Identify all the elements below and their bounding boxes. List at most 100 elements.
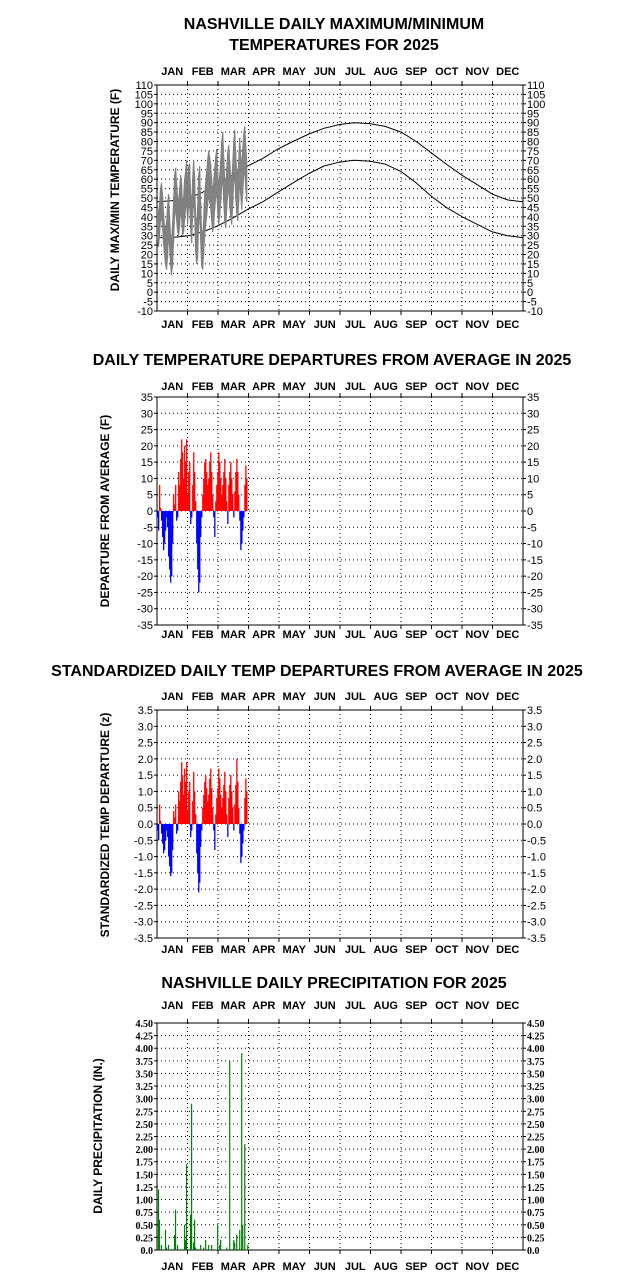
y-tick-label-left: -20 [137,571,153,583]
departure-bar [236,458,238,511]
y-tick-label-left: 95 [141,108,153,120]
departure-bar [183,478,185,511]
departure-bar [212,807,214,824]
departure-bar [170,511,172,583]
y-tick-label-right: 2.5 [527,738,542,750]
departure-bar [225,478,227,511]
departure-bar [227,511,229,525]
month-label-bottom: JAN [161,1261,183,1273]
departure-bar [235,784,237,824]
departure-bar [235,471,237,511]
y-tick-label-right: -25 [527,587,543,599]
y-tick-label-left: 3.5 [138,705,153,717]
departure-bar [175,804,177,824]
y-tick-label-right: 25 [527,425,539,437]
month-label-top: NOV [465,1000,490,1012]
departure-bar [236,758,238,824]
departure-bar [225,791,227,824]
y-tick-label-right: 100 [527,99,545,111]
y-tick-label-left: 45 [141,202,153,214]
month-label-top: SEP [405,691,427,703]
departure-bar [227,824,229,838]
departure-bar [215,501,217,511]
y-tick-label-right: -35 [527,620,543,632]
y-tick-label-left: -2.5 [134,900,153,912]
chart2-y-axis-label: DEPARTURE FROM AVERAGE (F) [98,415,112,607]
departure-bar [164,511,166,544]
departure-bar [200,824,202,847]
departure-bar [207,484,209,511]
y-tick-label-left: 4.00 [136,1044,154,1055]
y-tick-label-right: -30 [527,604,543,616]
month-label-bottom: JUL [345,629,366,641]
departure-bar [228,484,230,511]
departure-bar [188,471,190,511]
month-label-top: MAY [283,66,307,78]
y-tick-label-left: -5 [143,297,153,309]
departure-bar [187,494,189,511]
departure-bar [197,511,199,570]
y-tick-label-left: 0.5 [138,803,153,815]
y-tick-label-right: 65 [527,165,539,177]
month-label-bottom: DEC [496,944,519,956]
y-tick-label-right: 5 [527,490,533,502]
chart1-title-line1: NASHVILLE DAILY MAXIMUM/MINIMUM [184,16,484,33]
departure-bar [244,797,246,824]
month-label-bottom: MAR [221,944,246,956]
departure-bar [176,511,178,521]
y-tick-label-left: 100 [135,99,153,111]
y-tick-label-left: 0.50 [136,1221,154,1232]
month-label-top: JAN [161,66,183,78]
month-label-top: APR [252,66,275,78]
y-tick-label-left: 0.0 [138,819,153,831]
departure-bar [159,804,161,824]
departure-bar [180,458,182,511]
y-tick-label-left: 25 [141,240,153,252]
departure-bar [178,791,180,824]
y-tick-label-left: 75 [141,146,153,158]
departure-bar [210,768,212,824]
departure-bar [219,462,221,511]
y-tick-label-left: 35 [141,221,153,233]
departure-bar [241,824,243,857]
departure-bar [216,484,218,511]
y-tick-label-right: 1.50 [527,1170,545,1181]
chart4-title: NASHVILLE DAILY PRECIPITATION FOR 2025 [161,975,506,992]
y-tick-label-right: -0.5 [527,835,546,847]
departure-bar [169,824,171,867]
departure-bar [197,824,199,873]
y-tick-label-left: 55 [141,184,153,196]
y-tick-label-right: 3.00 [527,1095,545,1106]
y-tick-label-right: 3.50 [527,1069,545,1080]
y-tick-label-right: 2.0 [527,754,542,766]
departure-bar [246,791,248,824]
y-tick-label-right: -2.5 [527,900,546,912]
departure-bar [218,768,220,824]
month-label-top: MAY [283,691,307,703]
y-tick-label-left: 0 [147,506,153,518]
departure-bar [241,511,243,544]
y-tick-label-left: -5 [143,522,153,534]
departure-bar [205,458,207,511]
y-tick-label-left: 10 [141,268,153,280]
month-label-top: JAN [161,1000,183,1012]
month-label-top: AUG [374,1000,398,1012]
departure-bar [167,511,169,528]
y-tick-label-left: 110 [135,80,153,92]
y-tick-label-left: 3.50 [136,1069,154,1080]
departure-bar [201,511,203,518]
precipitation-chart: NASHVILLE DAILY PRECIPITATION FOR 2025 D… [91,975,545,1273]
departure-bar [195,501,197,511]
month-label-bottom: APR [252,319,275,331]
departure-bar [163,824,165,854]
departure-bar [205,775,207,824]
standardized-departure-chart: STANDARDIZED DAILY TEMP DEPARTURES FROM … [51,663,583,956]
y-tick-label-right: 0.50 [527,1221,545,1232]
y-tick-label-right: 90 [527,118,539,130]
month-label-top: FEB [192,691,214,703]
y-tick-label-left: 40 [141,212,153,224]
month-label-top: NOV [465,691,490,703]
departure-bar [198,511,200,593]
departure-bar [195,814,197,824]
y-tick-label-left: 0.0 [141,1246,154,1257]
